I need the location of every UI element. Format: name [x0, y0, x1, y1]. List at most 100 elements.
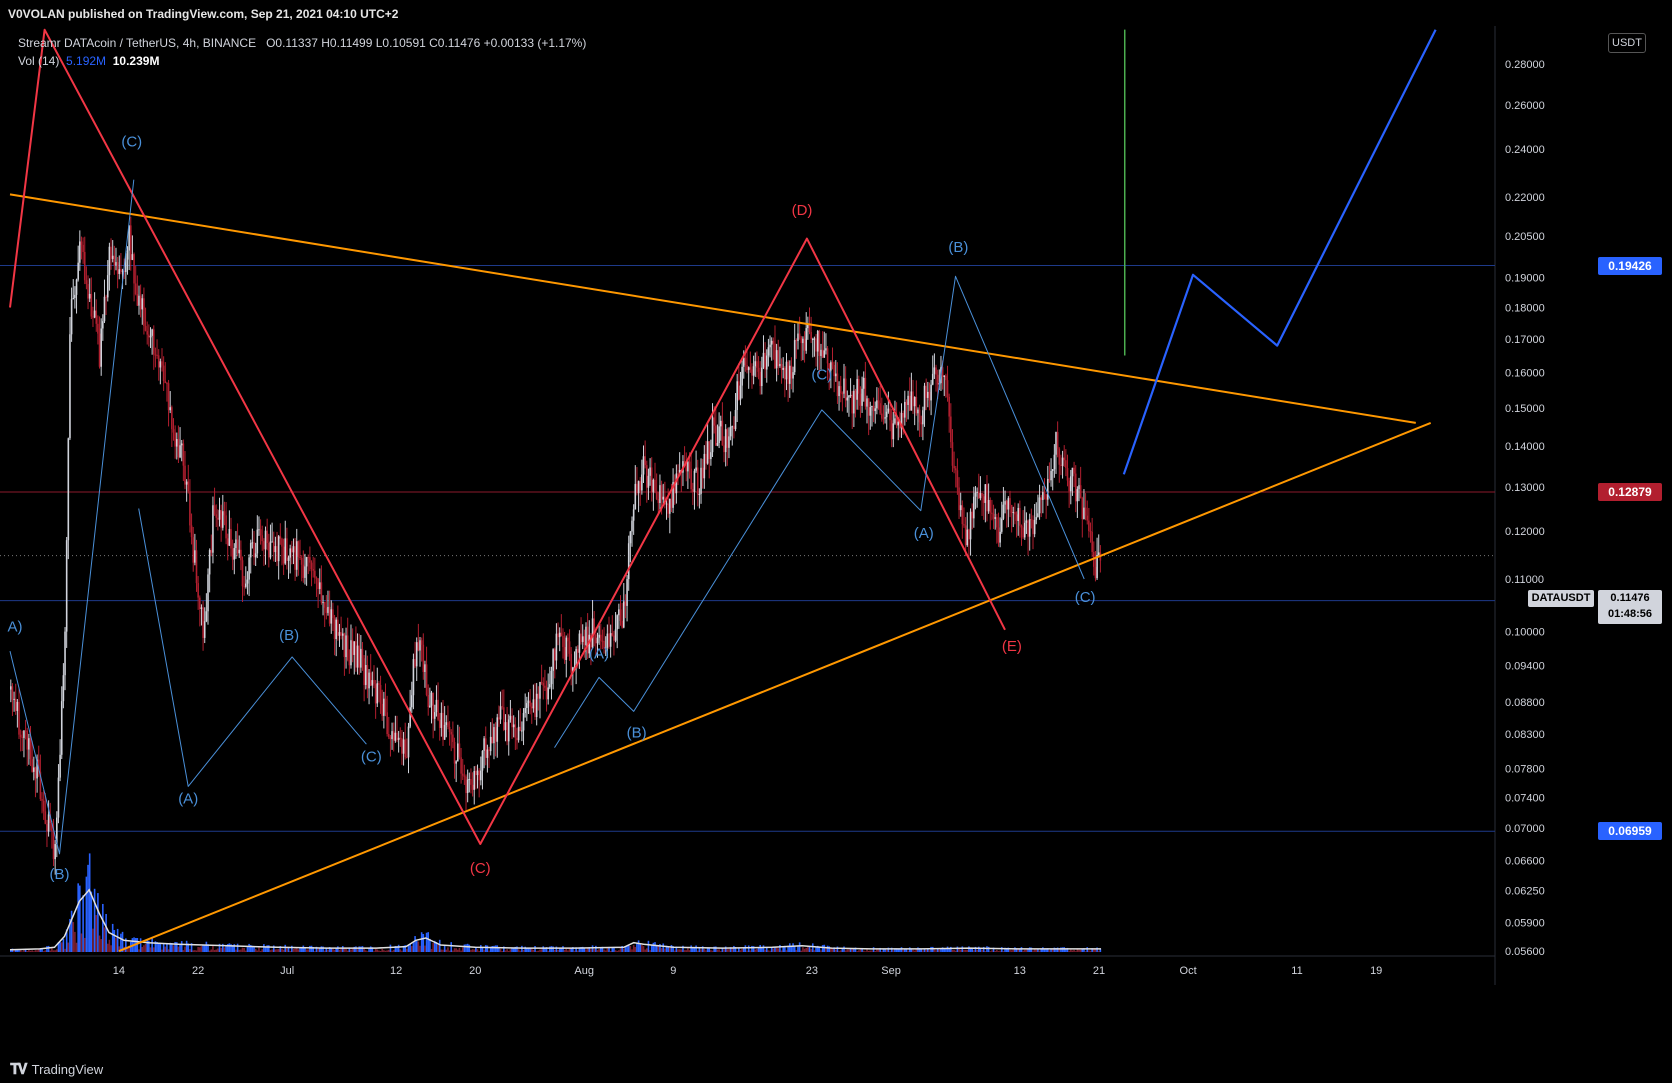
- volume-bar: [47, 945, 50, 952]
- candle-body: [881, 413, 883, 419]
- candle-body: [414, 659, 416, 667]
- candle-body: [241, 560, 244, 587]
- volume-bar: [276, 949, 278, 952]
- candle-body: [516, 737, 518, 741]
- candle-body: [207, 574, 209, 612]
- candle-body: [314, 570, 316, 578]
- candle-body: [471, 784, 474, 790]
- trendline-lower[interactable]: [118, 421, 1432, 953]
- volume-bar: [292, 949, 295, 952]
- candle-body: [879, 403, 881, 414]
- candle-body: [328, 606, 331, 624]
- projection-path[interactable]: [1122, 29, 1437, 475]
- volume-bar: [97, 893, 99, 952]
- volume-bar: [747, 945, 750, 952]
- volume-bar: [1048, 950, 1051, 952]
- candle-body: [192, 537, 195, 563]
- candle-body: [47, 814, 50, 832]
- candle-body: [258, 529, 260, 531]
- volume-bar: [785, 950, 788, 952]
- candle-body: [1030, 519, 1033, 521]
- price-chart[interactable]: (C) (D) (E) A) (B) (C) (A) (B) (C) (A) (B) (C) (A) (B…: [0, 26, 1672, 1056]
- volume-bar: [652, 942, 655, 952]
- volume-bar: [187, 943, 190, 952]
- candle-body: [701, 467, 704, 479]
- volume-bar: [915, 949, 918, 952]
- candle-body: [83, 251, 86, 281]
- volume-bar: [335, 947, 337, 952]
- candle-body: [10, 686, 12, 690]
- blue-wave-line[interactable]: [138, 508, 367, 787]
- candle-body: [1069, 476, 1072, 492]
- volume-bar: [562, 946, 564, 952]
- trendline-upper[interactable]: [9, 193, 1416, 424]
- candle-body: [387, 733, 390, 738]
- candle-body: [384, 698, 387, 713]
- candle-body: [576, 649, 579, 653]
- volume-bar: [406, 948, 408, 952]
- candle-body: [172, 429, 175, 433]
- volume-bar: [974, 946, 977, 952]
- candle-body: [747, 367, 750, 371]
- volume-bar: [726, 949, 729, 952]
- candle-body: [245, 583, 247, 587]
- candle-body: [953, 465, 955, 469]
- candle-body: [230, 528, 232, 549]
- volume-bar: [481, 947, 484, 952]
- candle-body: [530, 706, 533, 709]
- volume-bar: [585, 949, 587, 952]
- volume-bar: [105, 913, 107, 952]
- volume-bar: [373, 951, 375, 952]
- volume-bar: [729, 947, 732, 952]
- volume-bar: [917, 947, 919, 952]
- x-tick-label: Aug: [574, 965, 594, 977]
- red-wave-line[interactable]: [9, 28, 1006, 845]
- volume-bar: [772, 948, 775, 952]
- candle-body: [218, 510, 221, 520]
- volume-bar: [912, 949, 914, 952]
- volume-bar: [991, 950, 993, 952]
- y-tick-label: 0.14000: [1505, 441, 1545, 453]
- candle-body: [820, 349, 822, 356]
- blue-wave-line[interactable]: [554, 275, 1085, 748]
- candle-body: [465, 776, 467, 793]
- candle-body: [108, 246, 111, 276]
- volume-bar: [672, 946, 674, 952]
- volume-bar: [867, 950, 870, 952]
- volume-bar: [106, 943, 109, 952]
- volume-bar: [1069, 949, 1072, 952]
- legend-symbol-line: Streamr DATAcoin / TetherUS, 4h, BINANCE…: [18, 34, 586, 52]
- candle-body: [28, 738, 30, 750]
- candle-body: [281, 538, 283, 547]
- candle-body: [958, 487, 960, 511]
- volume-bar: [821, 945, 824, 952]
- legend-symbol[interactable]: Streamr DATAcoin / TetherUS, 4h, BINANCE: [18, 36, 257, 50]
- volume-bar: [908, 947, 911, 952]
- volume-bar: [289, 950, 291, 952]
- volume-bar: [994, 950, 996, 952]
- candle-body: [894, 418, 896, 424]
- volume-bar: [1074, 951, 1077, 952]
- candle-body: [982, 496, 985, 503]
- candle-body: [289, 548, 291, 558]
- volume-bar: [977, 946, 980, 952]
- y-tick-label: 0.28000: [1505, 59, 1545, 71]
- candle-body: [386, 712, 388, 734]
- candle-body: [959, 505, 962, 511]
- candle-body: [1063, 457, 1066, 461]
- volume-bar: [512, 948, 515, 952]
- tradingview-logo[interactable]: 𝐓𝐕 TradingView: [10, 1061, 103, 1078]
- candle-body: [440, 712, 443, 728]
- blue-wave-line[interactable]: [9, 179, 135, 855]
- volume-bar: [844, 950, 847, 952]
- candle-body: [429, 705, 431, 707]
- volume-bar: [989, 951, 992, 952]
- volume-bar: [463, 944, 466, 952]
- volume-bar: [816, 945, 819, 952]
- volume-bar: [1071, 950, 1074, 952]
- candle-body: [762, 352, 765, 368]
- currency-button[interactable]: USDT: [1608, 33, 1646, 53]
- candle-body: [325, 607, 328, 613]
- candle-body: [565, 637, 568, 660]
- legend-vol-label[interactable]: Vol (14): [18, 54, 60, 68]
